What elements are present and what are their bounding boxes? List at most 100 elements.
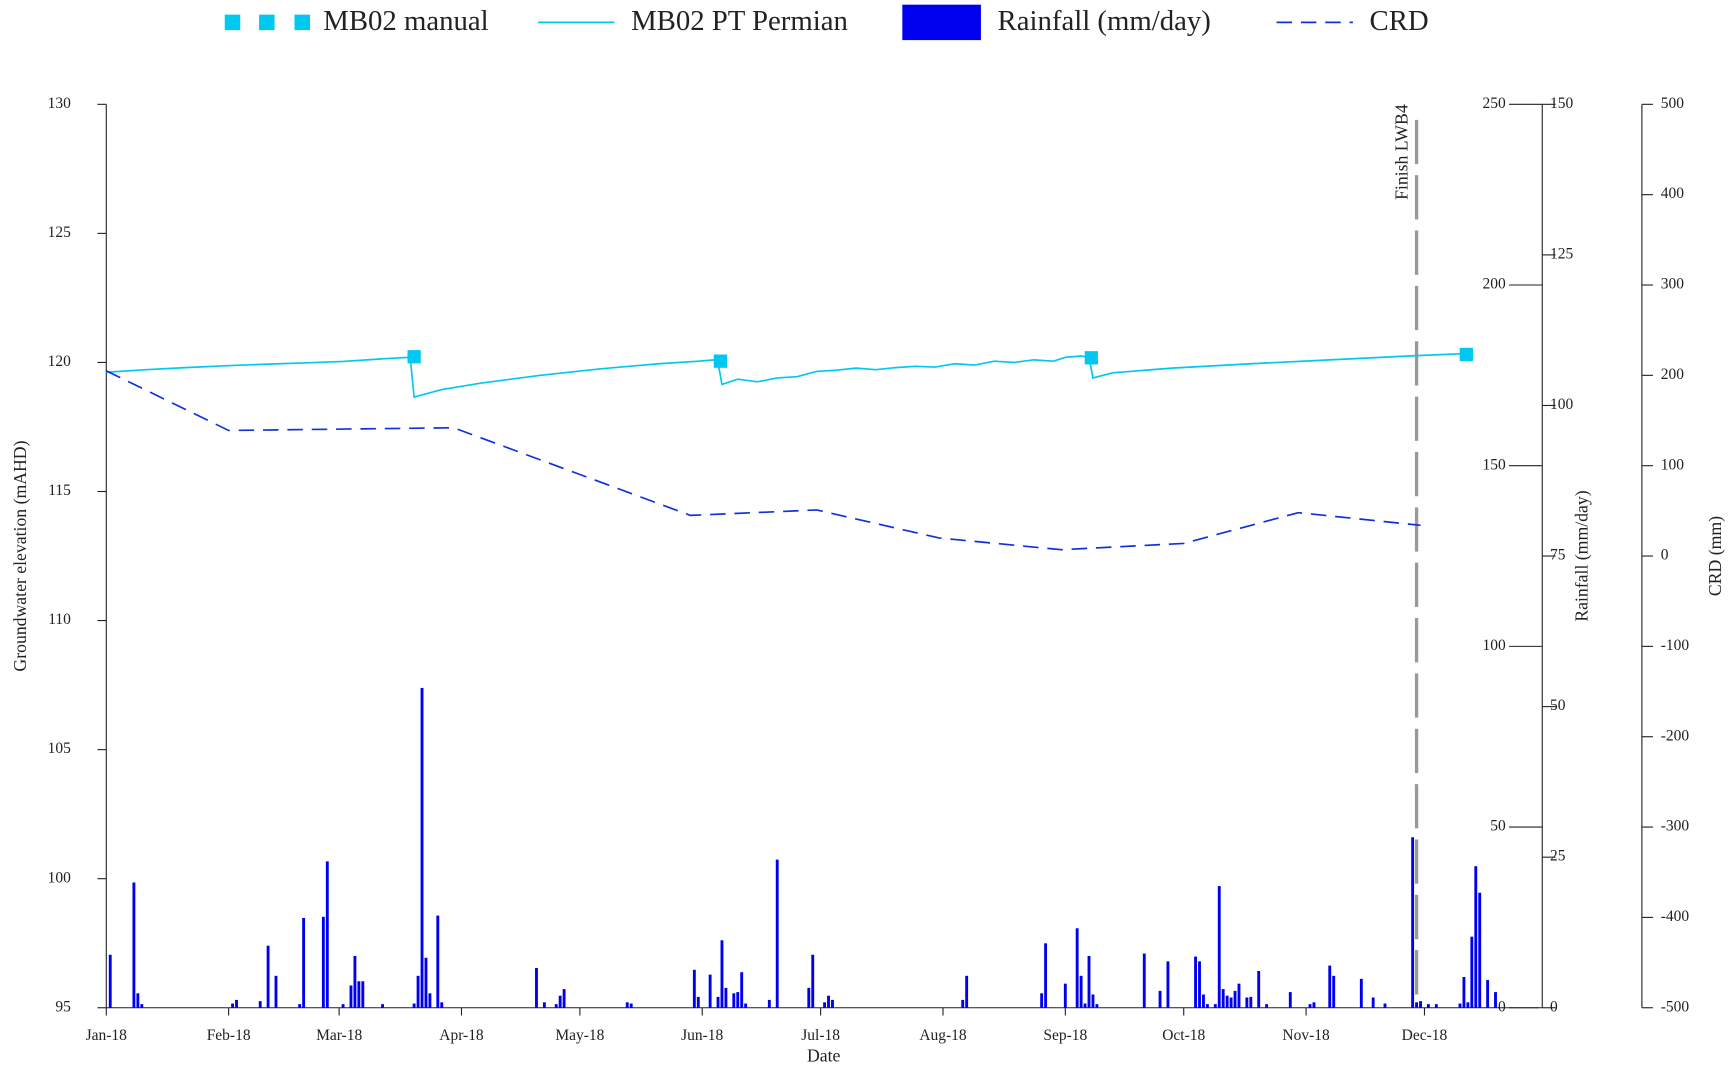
y3-tick-label: 50 <box>1490 818 1506 835</box>
bar <box>542 1002 546 1008</box>
bar <box>823 1002 827 1008</box>
bar <box>736 992 740 1008</box>
bar <box>1194 956 1198 1008</box>
bar <box>353 955 357 1008</box>
y4-tick-label: -300 <box>1661 818 1690 835</box>
bar <box>1063 983 1067 1008</box>
x-tick-label: Sep-18 <box>1043 1027 1087 1044</box>
y4-tick-label: 0 <box>1661 547 1669 564</box>
bar <box>298 1004 302 1008</box>
bar <box>708 974 712 1008</box>
y4-tick-label: -400 <box>1661 908 1690 925</box>
bar <box>1087 955 1091 1008</box>
y4-tick-label: 500 <box>1661 95 1684 112</box>
bar <box>1288 992 1292 1008</box>
annotation-text: Finish LWB4 <box>1391 104 1411 200</box>
bar <box>625 1002 629 1008</box>
bar <box>1257 971 1261 1008</box>
bar <box>961 999 965 1008</box>
bar <box>416 975 420 1008</box>
bar <box>341 1004 345 1008</box>
bar <box>1466 1002 1470 1008</box>
bar <box>535 967 538 1008</box>
y3-tick-label: 0 <box>1498 998 1506 1015</box>
y4-tick-label: -100 <box>1661 637 1690 654</box>
bar <box>1221 989 1225 1008</box>
bar <box>1229 997 1233 1008</box>
legend-label: CRD <box>1370 5 1429 37</box>
bar <box>140 1004 144 1008</box>
bar <box>1434 1004 1438 1008</box>
bar <box>1158 990 1162 1008</box>
y-axis-label: Groundwater elevation (mAHD) <box>10 440 30 671</box>
y2-axis-label: Rainfall (mm/day) <box>1571 490 1591 621</box>
legend-marker <box>224 14 241 31</box>
bar <box>562 989 566 1008</box>
bar <box>321 916 325 1008</box>
bar <box>1091 994 1095 1008</box>
bar <box>235 999 238 1008</box>
bar <box>1225 995 1229 1008</box>
x-tick-label: Aug-18 <box>919 1027 967 1044</box>
marker <box>713 354 728 368</box>
bar <box>1233 990 1237 1008</box>
bar <box>1312 1002 1316 1008</box>
y3-tick-label: 250 <box>1482 95 1505 112</box>
legend-marker <box>294 14 310 31</box>
line <box>105 370 1421 551</box>
line <box>106 352 1468 399</box>
bar <box>692 969 696 1008</box>
y-tick-label: 95 <box>55 998 71 1015</box>
bar <box>428 993 432 1008</box>
bar <box>1075 928 1079 1008</box>
y2-tick-label: 0 <box>1550 998 1558 1015</box>
bar <box>1383 1003 1387 1008</box>
bar <box>108 954 112 1008</box>
y4-tick-label: -500 <box>1661 998 1690 1015</box>
bar <box>775 859 779 1008</box>
bar <box>132 882 136 1008</box>
y-tick-label: 125 <box>48 224 71 241</box>
bar <box>1040 993 1044 1008</box>
bar <box>827 995 830 1008</box>
bar <box>1332 975 1336 1008</box>
bar <box>1470 936 1474 1008</box>
marker <box>1084 351 1099 365</box>
bar <box>744 1003 748 1008</box>
y4-tick-label: -200 <box>1661 727 1690 744</box>
x-axis-label: Date <box>807 1046 841 1066</box>
bar <box>1202 994 1205 1008</box>
bar <box>1166 961 1170 1008</box>
bar <box>1359 978 1363 1008</box>
bar <box>357 981 361 1008</box>
marker <box>407 350 421 364</box>
y4-tick-label: 300 <box>1661 276 1684 293</box>
bar <box>767 999 771 1008</box>
bar <box>1083 1003 1087 1008</box>
y3-tick-label: 200 <box>1482 276 1505 293</box>
bar <box>1079 975 1083 1008</box>
x-tick-label: Jun-18 <box>681 1027 723 1044</box>
x-tick-label: Dec-18 <box>1402 1027 1448 1044</box>
bar <box>1328 965 1332 1008</box>
x-tick-label: May-18 <box>555 1027 604 1044</box>
bar <box>1462 977 1466 1008</box>
bar <box>274 975 278 1008</box>
bar <box>554 1004 558 1008</box>
legend-label: MB02 manual <box>323 5 488 37</box>
bar <box>1458 1003 1462 1008</box>
marker <box>1459 347 1473 362</box>
bar <box>302 918 306 1008</box>
bar <box>1426 1004 1430 1008</box>
bar <box>1494 992 1497 1008</box>
legend-marker <box>259 14 275 31</box>
y-tick-label: 115 <box>48 482 71 499</box>
y2-tick-label: 50 <box>1550 697 1566 714</box>
x-tick-label: Mar-18 <box>316 1027 362 1044</box>
bar <box>1205 1004 1209 1008</box>
bar <box>412 1003 416 1008</box>
bar <box>1486 980 1490 1008</box>
bar <box>720 940 724 1008</box>
legend-swatch <box>902 4 981 41</box>
y3-tick-label: 100 <box>1482 637 1505 654</box>
